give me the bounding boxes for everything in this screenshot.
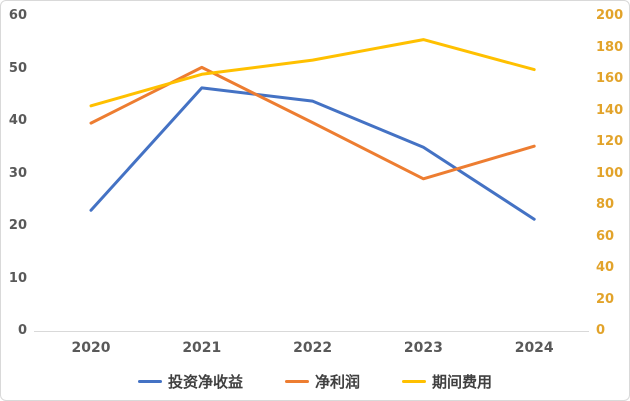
series-line-0 xyxy=(89,86,536,221)
legend-line-marker xyxy=(137,380,162,383)
x-axis-tick-label: 2023 xyxy=(403,340,443,356)
y-axis-right-tick-label: 100 xyxy=(596,165,624,181)
y-axis-left-tick-label: 10 xyxy=(8,270,27,286)
x-axis-line xyxy=(34,331,589,332)
y-axis-left-tick-label: 50 xyxy=(8,60,27,76)
y-axis-right-tick-label: 80 xyxy=(596,197,615,212)
legend-item-net-profit: 净利润 xyxy=(284,371,360,392)
legend-label: 净利润 xyxy=(314,373,360,391)
legend-label: 期间费用 xyxy=(432,373,493,391)
y-axis-right-tick-label: 160 xyxy=(596,71,624,86)
x-axis-tick-label: 2020 xyxy=(71,340,111,356)
y-axis-right-tick-label: 120 xyxy=(596,134,624,149)
y-axis-right-tick-label: 40 xyxy=(596,260,615,275)
y-axis-left-tick-label: 20 xyxy=(8,218,27,233)
y-axis-left-tick-label: 30 xyxy=(8,165,27,181)
y-axis-left-tick-label: 0 xyxy=(17,323,27,338)
y-axis-left-tick-label: 60 xyxy=(8,8,27,23)
y-axis-right-tick-label: 140 xyxy=(596,102,624,118)
y-axis-right-tick-label: 20 xyxy=(596,291,615,307)
legend-item-investment-net-income: 投资净收益 xyxy=(137,371,243,392)
y-axis-right-tick-label: 200 xyxy=(596,8,624,23)
y-axis-right-tick-label: 0 xyxy=(596,323,606,338)
legend-item-period-expenses: 期间费用 xyxy=(402,371,492,392)
y-axis-right-tick-label: 60 xyxy=(596,228,615,244)
y-axis-right-tick-label: 180 xyxy=(596,39,624,55)
x-axis-tick-label: 2021 xyxy=(182,340,222,356)
series-line-2 xyxy=(89,38,536,108)
legend-line-marker xyxy=(284,380,309,383)
legend-line-marker xyxy=(402,380,426,383)
y-axis-left-tick-label: 40 xyxy=(8,113,27,128)
series-line-1 xyxy=(89,65,536,181)
x-axis-tick-label: 2024 xyxy=(514,340,554,356)
legend-label: 投资净收益 xyxy=(167,373,243,391)
x-axis-tick-label: 2022 xyxy=(293,340,333,356)
chart-legend: 投资净收益 净利润 期间费用 xyxy=(1,371,629,392)
